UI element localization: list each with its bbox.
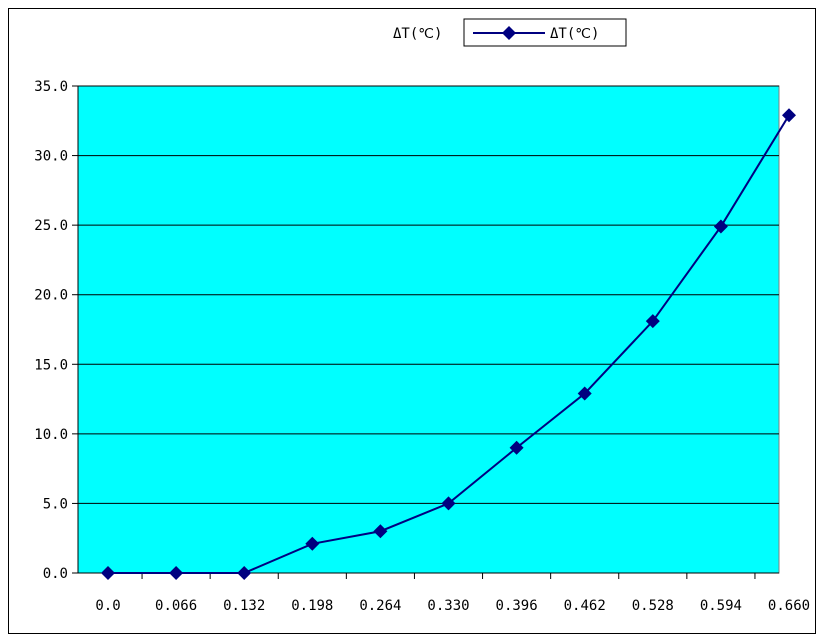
y-tick-label: 5.0: [43, 496, 68, 512]
y-tick-label: 30.0: [34, 149, 68, 165]
y-tick-label: 0.0: [43, 566, 68, 582]
x-tick-label: 0.528: [632, 598, 674, 614]
data-point: [645, 314, 660, 329]
y-tick-label: 25.0: [34, 218, 68, 234]
data-point: [782, 108, 796, 123]
legend-label: ΔT(℃): [550, 26, 599, 42]
x-tick-label: 0.594: [700, 598, 742, 614]
chart-title: ΔT(℃): [393, 26, 442, 42]
data-point: [169, 566, 184, 580]
data-point: [101, 566, 115, 580]
data-point: [509, 440, 524, 455]
x-tick-label: 0.396: [496, 598, 538, 614]
data-point: [237, 566, 252, 580]
data-point: [373, 524, 388, 539]
data-point: [577, 386, 592, 401]
x-tick-label: 0.660: [768, 598, 810, 614]
y-tick-label: 20.0: [34, 288, 68, 304]
plot-area: [77, 85, 780, 574]
legend: ΔT(℃): [463, 18, 627, 47]
x-tick-label: 0.066: [155, 598, 197, 614]
data-point: [441, 496, 456, 511]
y-tick-label: 10.0: [34, 427, 68, 443]
data-point: [305, 536, 320, 551]
y-tick-label: 15.0: [34, 357, 68, 373]
x-tick-label: 0.198: [291, 598, 333, 614]
x-tick-label: 0.132: [223, 598, 265, 614]
y-tick-label: 35.0: [34, 79, 68, 95]
x-tick-label: 0.330: [427, 598, 469, 614]
legend-marker-icon: [502, 26, 516, 40]
x-tick-label: 0.264: [359, 598, 401, 614]
x-tick-label: 0.462: [564, 598, 606, 614]
x-tick-label: 0.0: [95, 598, 120, 614]
data-point: [713, 219, 728, 234]
